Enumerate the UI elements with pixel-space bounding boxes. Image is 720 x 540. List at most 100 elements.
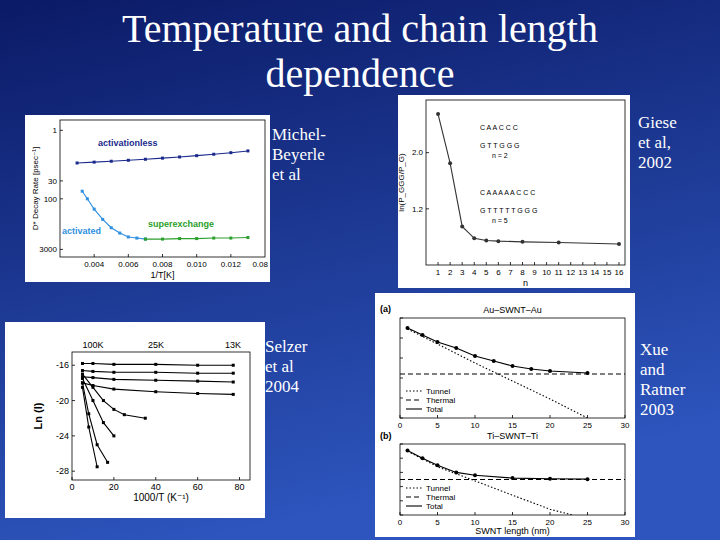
x-tick — [162, 254, 163, 257]
caption: Selzer — [265, 337, 308, 356]
x-tick — [606, 262, 607, 265]
point — [473, 473, 477, 477]
point — [492, 359, 496, 363]
caption: 2004 — [265, 377, 300, 396]
point — [91, 370, 94, 373]
point — [110, 226, 113, 229]
point — [161, 238, 164, 241]
annotation: n = 2 — [492, 152, 508, 159]
plot-frame — [400, 444, 625, 515]
slide-title: Temperature and chain length dependence — [60, 6, 660, 96]
series-line — [82, 377, 233, 382]
y-tick-label: 30 — [48, 177, 57, 186]
x-tick-label: 6 — [496, 268, 501, 277]
x-tick-label: 40 — [151, 482, 161, 492]
point — [81, 373, 84, 376]
plot-data — [81, 362, 235, 468]
point — [81, 381, 84, 384]
point — [135, 237, 138, 240]
x-tick-label: 12 — [566, 268, 575, 277]
legend-label: Total — [426, 405, 443, 414]
point — [421, 456, 425, 460]
point — [232, 393, 235, 396]
series-line — [82, 374, 145, 418]
x-tick-label: 0.004 — [84, 260, 105, 269]
point — [102, 421, 105, 424]
y-label: Ln (I) — [32, 402, 44, 429]
panel — [5, 322, 265, 518]
series-line — [82, 383, 233, 394]
point — [406, 448, 410, 452]
chart-title: Au–SWNT–Au — [483, 305, 542, 315]
y-tick — [400, 486, 403, 487]
chart: 0.0040.0060.0080.0100.01213010030001/T[K… — [25, 115, 270, 282]
caption: et al, — [638, 133, 671, 152]
point — [406, 326, 410, 330]
y-tick-label: -20 — [56, 396, 69, 406]
x-tick — [113, 477, 114, 480]
x-tick-label: 80 — [235, 482, 245, 492]
point — [246, 149, 249, 152]
caption: Giese — [638, 113, 677, 132]
x-tick-label: 30 — [621, 518, 630, 527]
x-tick — [550, 512, 551, 515]
series-line — [408, 328, 588, 373]
panel — [375, 293, 635, 537]
x-tick — [512, 512, 513, 515]
caption: and — [640, 360, 665, 379]
y-tick — [72, 435, 75, 436]
point — [196, 364, 199, 367]
x-tick — [462, 262, 463, 265]
x-tick — [625, 415, 626, 418]
x-tick-label: 9 — [532, 268, 537, 277]
series-line — [408, 450, 588, 479]
point — [454, 470, 458, 474]
annotation: 13K — [225, 340, 241, 350]
y-tick-label: 3000 — [39, 245, 57, 254]
chart: 051015202530SWNT length (nm)Ti–SWNT–Ti(b… — [380, 431, 630, 536]
x-tick-label: 25 — [583, 421, 592, 430]
point — [586, 371, 590, 375]
point — [212, 153, 215, 156]
x-tick-label: 7 — [508, 268, 513, 277]
plot-data — [436, 112, 621, 246]
x-tick — [486, 262, 487, 265]
annotation: 100K — [82, 340, 103, 350]
panel — [25, 115, 270, 282]
y-tick-label: -28 — [56, 466, 69, 476]
legend-swatch — [406, 496, 422, 497]
y-tick — [72, 400, 75, 401]
x-tick — [400, 415, 401, 418]
y-tick — [400, 338, 403, 339]
y-tick — [400, 458, 403, 459]
point — [112, 434, 115, 437]
legend-label: Tunnel — [426, 387, 450, 396]
point — [81, 369, 84, 372]
x-tick — [450, 262, 451, 265]
chart: 051015202530Au–SWNT–Au(a)TunnelThermalTo… — [375, 293, 635, 537]
series-line — [82, 387, 97, 466]
point — [229, 237, 232, 240]
x-tick — [498, 262, 499, 265]
point — [178, 237, 181, 240]
x-label: 1000/T (K⁻¹) — [133, 492, 189, 503]
x-tick-label: 20 — [109, 482, 119, 492]
point — [246, 236, 249, 239]
caption: Beyerle — [272, 145, 325, 164]
y-tick — [400, 398, 403, 399]
y-tick-label: 2.0 — [412, 148, 424, 157]
point — [154, 363, 157, 366]
x-tick — [155, 477, 156, 480]
point — [473, 354, 477, 358]
point — [232, 372, 235, 375]
point — [87, 426, 90, 429]
point — [76, 161, 79, 164]
legend-swatch — [406, 408, 422, 409]
x-tick-label: 15 — [602, 268, 611, 277]
point — [81, 377, 84, 380]
x-tick-label: 60 — [193, 482, 203, 492]
point — [436, 340, 440, 344]
x-tick — [94, 254, 95, 257]
y-tick — [400, 378, 403, 379]
x-tick — [512, 415, 513, 418]
